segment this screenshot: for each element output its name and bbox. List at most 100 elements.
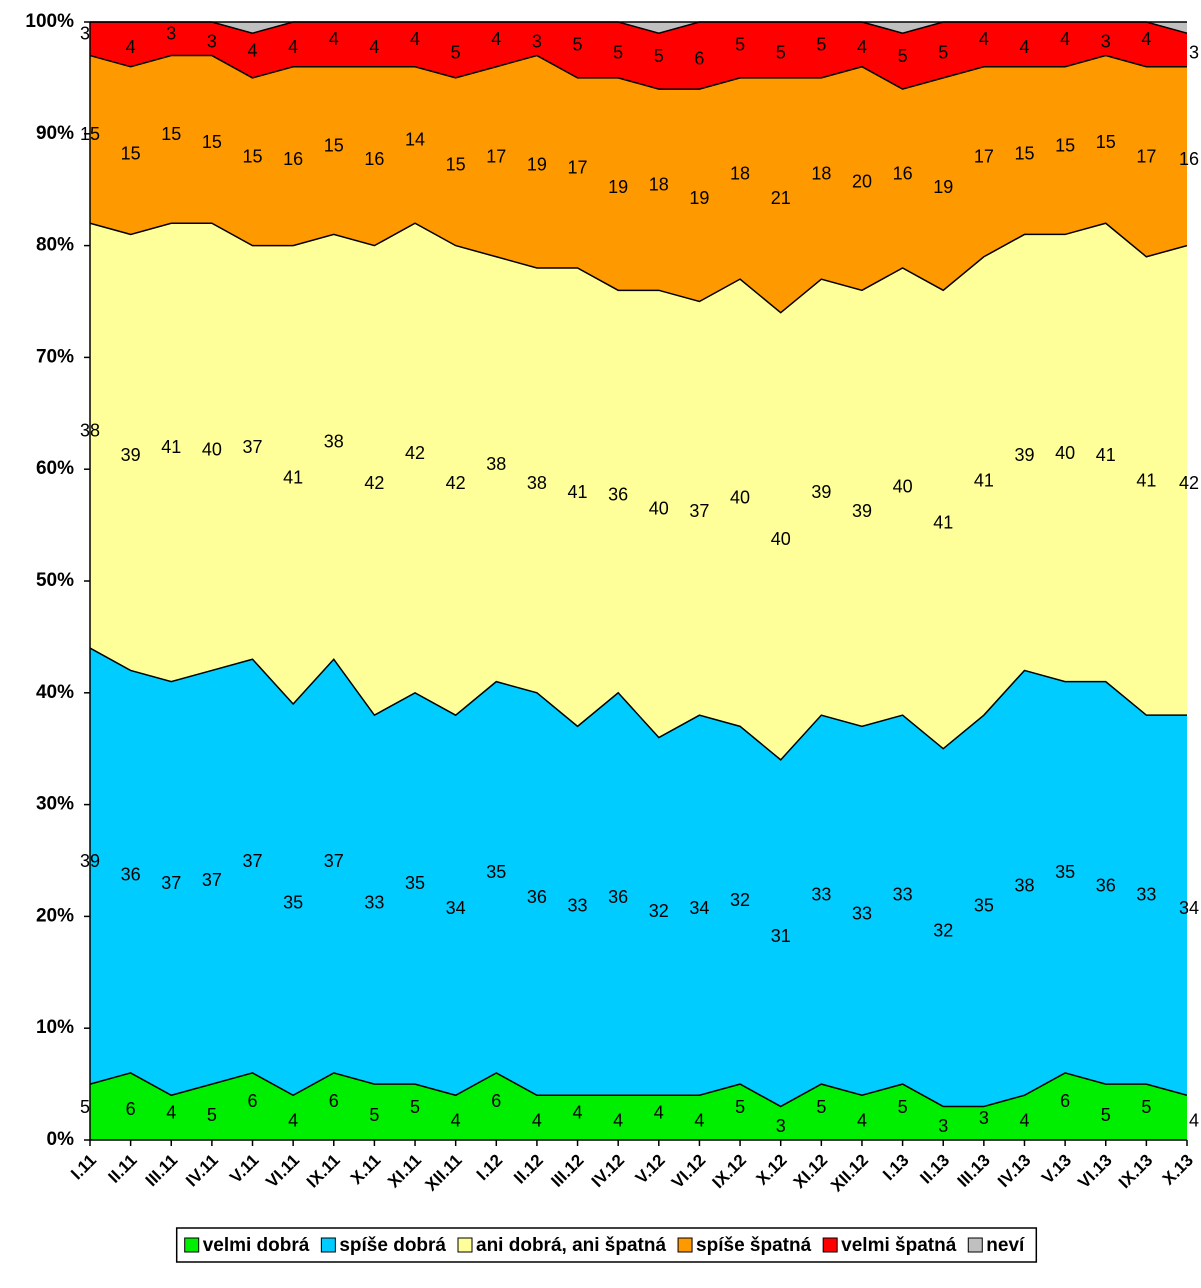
data-label: 15 — [324, 135, 344, 155]
legend-box — [175, 1227, 1038, 1263]
data-label: 33 — [568, 896, 588, 916]
data-label: 4 — [329, 29, 339, 49]
data-label: 38 — [527, 473, 547, 493]
data-label: 5 — [816, 35, 826, 55]
data-label: 41 — [1136, 471, 1156, 491]
data-label: 39 — [121, 445, 141, 465]
legend-label: spíše špatná — [696, 1235, 812, 1256]
data-label: 4 — [491, 29, 501, 49]
legend-swatch — [677, 1237, 693, 1253]
data-label: 33 — [811, 884, 831, 904]
data-label: 37 — [202, 870, 222, 890]
data-label: 16 — [1179, 149, 1199, 169]
data-label: 42 — [446, 473, 466, 493]
data-label: 4 — [288, 1110, 298, 1130]
data-label: 35 — [283, 892, 303, 912]
data-label: 5 — [938, 43, 948, 63]
data-label: 6 — [248, 1091, 258, 1111]
data-label: 5 — [776, 43, 786, 63]
data-label: 4 — [857, 37, 867, 57]
data-label: 19 — [608, 177, 628, 197]
data-label: 20 — [852, 171, 872, 191]
data-label: 3 — [80, 24, 90, 44]
data-label: 17 — [568, 158, 588, 178]
data-label: 5 — [654, 46, 664, 66]
area — [90, 223, 1187, 760]
data-label: 18 — [730, 163, 750, 183]
data-label: 5 — [80, 1097, 90, 1117]
data-label: 15 — [1055, 135, 1075, 155]
legend-label: velmi dobrá — [203, 1235, 310, 1256]
x-tick-label: VI.11 — [262, 1151, 303, 1192]
area-edge — [89, 1072, 1188, 1108]
data-label: 37 — [161, 873, 181, 893]
data-label: 39 — [811, 482, 831, 502]
x-tick-label: IV.11 — [182, 1151, 222, 1191]
data-label: 3 — [938, 1116, 948, 1136]
data-label: 5 — [613, 43, 623, 63]
legend: velmi dobrá spíše dobrá ani dobrá, ani špa… — [175, 1227, 1038, 1263]
x-tick-label: VI.12 — [668, 1151, 710, 1193]
data-label: 42 — [405, 443, 425, 463]
data-label: 4 — [613, 1110, 623, 1130]
data-label: 5 — [451, 43, 461, 63]
y-tick-label: 0% — [47, 1129, 75, 1150]
data-label: 36 — [608, 484, 628, 504]
x-tick-label: II.11 — [104, 1151, 140, 1187]
x-tick-label: III.11 — [142, 1151, 182, 1191]
area — [90, 648, 1187, 1107]
data-label: 3 — [532, 32, 542, 52]
legend-label: neví — [986, 1235, 1025, 1256]
legend-label: spíše dobrá — [339, 1235, 446, 1256]
data-label: 41 — [1096, 445, 1116, 465]
data-label: 3 — [776, 1116, 786, 1136]
data-label: 32 — [933, 920, 953, 940]
data-label: 35 — [974, 896, 994, 916]
data-label: 37 — [243, 437, 263, 457]
data-label: 5 — [410, 1097, 420, 1117]
data-label: 4 — [1141, 29, 1151, 49]
y-tick-label: 50% — [36, 570, 74, 591]
data-label: 15 — [1096, 132, 1116, 152]
data-label: 40 — [1055, 443, 1075, 463]
data-label: 17 — [486, 147, 506, 167]
data-label: 40 — [202, 440, 222, 460]
data-label: 31 — [771, 926, 791, 946]
data-label: 4 — [1060, 29, 1070, 49]
area-edge — [89, 222, 1188, 314]
x-tick-label: IV.13 — [994, 1151, 1034, 1191]
x-tick-label: V.11 — [226, 1151, 262, 1187]
data-label: 33 — [893, 884, 913, 904]
x-tick-label: X.13 — [1159, 1151, 1197, 1189]
y-tick-label: 40% — [36, 682, 74, 703]
data-label: 16 — [893, 163, 913, 183]
y-tick-label: 80% — [36, 235, 74, 256]
data-label: 6 — [1060, 1091, 1070, 1111]
x-tick-label: XI.12 — [790, 1151, 832, 1193]
data-label: 4 — [410, 29, 420, 49]
data-label: 34 — [446, 898, 466, 918]
data-label: 39 — [1014, 445, 1034, 465]
x-tick-label: X.11 — [347, 1151, 385, 1189]
data-label: 38 — [1014, 876, 1034, 896]
data-label: 18 — [649, 174, 669, 194]
data-label: 35 — [405, 873, 425, 893]
data-label: 4 — [1019, 37, 1029, 57]
data-label: 38 — [486, 454, 506, 474]
data-label: 15 — [1014, 143, 1034, 163]
data-label: 5 — [898, 1097, 908, 1117]
data-label: 14 — [405, 130, 425, 150]
legend-swatch — [457, 1237, 473, 1253]
area-edge — [89, 647, 1187, 761]
data-label: 6 — [491, 1091, 501, 1111]
x-tick-label: III.13 — [954, 1151, 994, 1191]
data-label: 3 — [979, 1108, 989, 1128]
legend-label: velmi špatná — [841, 1235, 957, 1256]
data-label: 15 — [202, 132, 222, 152]
data-label: 34 — [1179, 898, 1199, 918]
data-label: 4 — [1019, 1110, 1029, 1130]
data-label: 41 — [161, 437, 181, 457]
legend-swatch — [184, 1237, 200, 1253]
y-tick-label: 90% — [36, 123, 74, 144]
data-label: 4 — [654, 1102, 664, 1122]
